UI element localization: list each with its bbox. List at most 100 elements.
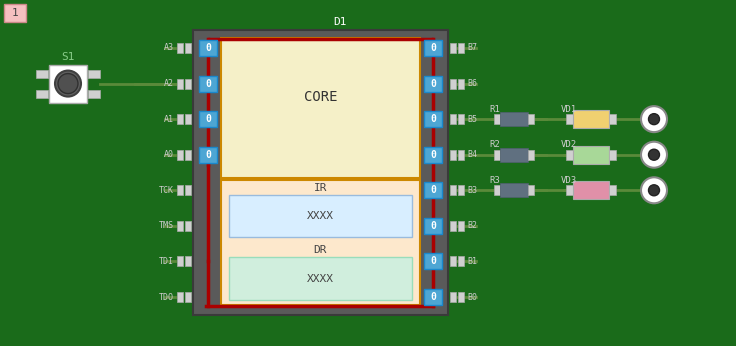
- Bar: [229, 257, 412, 300]
- Bar: [500, 112, 528, 126]
- Bar: [450, 256, 456, 266]
- Bar: [450, 43, 456, 53]
- Bar: [199, 40, 217, 56]
- Circle shape: [58, 74, 78, 93]
- Bar: [458, 79, 464, 89]
- Bar: [458, 114, 464, 124]
- Bar: [177, 221, 183, 231]
- Circle shape: [641, 106, 667, 132]
- Bar: [177, 79, 183, 89]
- Bar: [500, 183, 528, 197]
- Text: 0: 0: [205, 150, 211, 160]
- Bar: [177, 43, 183, 53]
- Circle shape: [641, 177, 667, 203]
- Bar: [450, 114, 456, 124]
- Text: B5: B5: [467, 115, 477, 124]
- Bar: [566, 114, 573, 124]
- Bar: [177, 150, 183, 160]
- Bar: [566, 150, 573, 160]
- Bar: [185, 79, 191, 89]
- Bar: [177, 114, 183, 124]
- Bar: [185, 150, 191, 160]
- Bar: [458, 150, 464, 160]
- Bar: [4, 4, 26, 22]
- Bar: [424, 218, 442, 234]
- Bar: [36, 90, 48, 98]
- Text: B3: B3: [467, 186, 477, 195]
- Bar: [185, 292, 191, 302]
- Bar: [177, 185, 183, 195]
- Bar: [528, 114, 534, 124]
- Text: VD2: VD2: [561, 140, 577, 149]
- Bar: [500, 148, 528, 162]
- Bar: [88, 90, 100, 98]
- Bar: [458, 221, 464, 231]
- Bar: [424, 289, 442, 305]
- Text: A1: A1: [164, 115, 174, 124]
- Circle shape: [641, 142, 667, 168]
- Bar: [185, 114, 191, 124]
- Bar: [573, 146, 609, 164]
- Text: B0: B0: [467, 292, 477, 301]
- Circle shape: [648, 113, 659, 125]
- Text: D1: D1: [333, 17, 347, 27]
- Text: TDI: TDI: [159, 257, 174, 266]
- Bar: [450, 292, 456, 302]
- Bar: [185, 185, 191, 195]
- Text: R3: R3: [489, 176, 500, 185]
- Circle shape: [648, 149, 659, 160]
- Text: R1: R1: [489, 104, 500, 113]
- Circle shape: [648, 185, 659, 196]
- Text: 0: 0: [430, 79, 436, 89]
- Text: B4: B4: [467, 150, 477, 159]
- Bar: [185, 256, 191, 266]
- Text: 0: 0: [430, 221, 436, 231]
- Bar: [177, 292, 183, 302]
- Text: A2: A2: [164, 79, 174, 88]
- Text: 0: 0: [205, 114, 211, 124]
- Bar: [458, 292, 464, 302]
- Text: 1: 1: [12, 8, 18, 18]
- Text: R2: R2: [489, 140, 500, 149]
- Bar: [221, 38, 420, 178]
- Bar: [229, 195, 412, 237]
- Text: TMS: TMS: [159, 221, 174, 230]
- Bar: [494, 114, 500, 124]
- Bar: [450, 79, 456, 89]
- Bar: [49, 65, 87, 102]
- Bar: [609, 150, 616, 160]
- Bar: [573, 181, 609, 199]
- Bar: [494, 185, 500, 195]
- Bar: [450, 150, 456, 160]
- Text: 0: 0: [430, 185, 436, 195]
- Text: 0: 0: [430, 114, 436, 124]
- Text: 0: 0: [430, 256, 436, 266]
- Text: A3: A3: [164, 44, 174, 53]
- Bar: [221, 180, 420, 305]
- Bar: [199, 147, 217, 163]
- Bar: [424, 147, 442, 163]
- Bar: [458, 256, 464, 266]
- Text: 0: 0: [205, 79, 211, 89]
- Bar: [185, 221, 191, 231]
- Text: 0: 0: [205, 43, 211, 53]
- Bar: [458, 43, 464, 53]
- Bar: [494, 150, 500, 160]
- Text: TCK: TCK: [159, 186, 174, 195]
- Bar: [424, 182, 442, 198]
- Bar: [424, 253, 442, 270]
- Text: B7: B7: [467, 44, 477, 53]
- Text: XXXX: XXXX: [307, 274, 334, 284]
- Bar: [177, 256, 183, 266]
- Bar: [88, 70, 100, 78]
- Text: B2: B2: [467, 221, 477, 230]
- Text: A0: A0: [164, 150, 174, 159]
- Text: B6: B6: [467, 79, 477, 88]
- Bar: [528, 185, 534, 195]
- Bar: [528, 150, 534, 160]
- Bar: [566, 185, 573, 195]
- Bar: [185, 43, 191, 53]
- Text: VD1: VD1: [561, 104, 577, 113]
- Bar: [573, 110, 609, 128]
- Text: 0: 0: [430, 150, 436, 160]
